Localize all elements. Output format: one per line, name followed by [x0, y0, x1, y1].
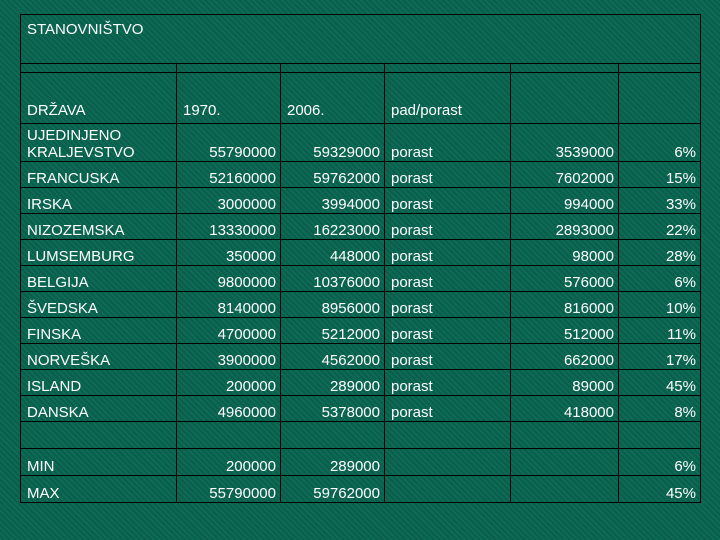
pct-cell: 10%	[618, 291, 701, 318]
trend-cell: porast	[384, 317, 511, 344]
trend-cell: porast	[384, 395, 511, 422]
country-cell: LUMSEMBURG	[20, 239, 177, 266]
table-row: UJEDINJENO KRALJEVSTVO 55790000 59329000…	[20, 123, 701, 162]
pop-1970-cell: 3900000	[176, 343, 281, 370]
diff-cell: 512000	[510, 317, 619, 344]
table-row: DANSKA 4960000 5378000 porast 418000 8%	[20, 395, 701, 422]
pop-2006-cell: 5378000	[280, 395, 385, 422]
pct-cell: 33%	[618, 187, 701, 214]
pop-1970-cell: 52160000	[176, 161, 281, 188]
trend-cell: porast	[384, 213, 511, 240]
header-country: DRŽAVA	[20, 72, 177, 124]
title-row: STANOVNIŠTVO	[20, 14, 701, 64]
diff-cell: 3539000	[510, 123, 619, 162]
pop-1970-cell: 55790000	[176, 123, 281, 162]
diff-cell: 418000	[510, 395, 619, 422]
spacer-row	[20, 421, 701, 449]
pop-1970-cell: 200000	[176, 369, 281, 396]
pop-1970-cell: 9800000	[176, 265, 281, 292]
country-cell: DANSKA	[20, 395, 177, 422]
table-row: NIZOZEMSKA 13330000 16223000 porast 2893…	[20, 213, 701, 240]
population-table: STANOVNIŠTVO DRŽAVA 1970. 2006. pad/pora…	[20, 14, 701, 503]
country-cell: NIZOZEMSKA	[20, 213, 177, 240]
table-row: BELGIJA 9800000 10376000 porast 576000 6…	[20, 265, 701, 292]
header-1970: 1970.	[176, 72, 281, 124]
country-cell: ŠVEDSKA	[20, 291, 177, 318]
diff-cell: 816000	[510, 291, 619, 318]
table-row: ŠVEDSKA 8140000 8956000 porast 816000 10…	[20, 291, 701, 318]
trend-cell: porast	[384, 265, 511, 292]
pop-2006-cell: 10376000	[280, 265, 385, 292]
pop-2006-cell: 5212000	[280, 317, 385, 344]
pop-2006-cell: 59329000	[280, 123, 385, 162]
table-row: IRSKA 3000000 3994000 porast 994000 33%	[20, 187, 701, 214]
country-cell: UJEDINJENO KRALJEVSTVO	[20, 123, 177, 162]
pct-cell: 6%	[618, 265, 701, 292]
pop-1970-cell: 8140000	[176, 291, 281, 318]
pct-cell: 11%	[618, 317, 701, 344]
country-cell: IRSKA	[20, 187, 177, 214]
pop-1970-cell: 350000	[176, 239, 281, 266]
pop-2006-cell: 289000	[280, 369, 385, 396]
diff-cell: 576000	[510, 265, 619, 292]
pct-cell: 8%	[618, 395, 701, 422]
max-2006-cell: 59762000	[280, 475, 385, 503]
spacer-row	[20, 63, 701, 73]
table-row: LUMSEMBURG 350000 448000 porast 98000 28…	[20, 239, 701, 266]
diff-cell: 98000	[510, 239, 619, 266]
country-cell: ISLAND	[20, 369, 177, 396]
country-cell: FRANCUSKA	[20, 161, 177, 188]
trend-cell: porast	[384, 343, 511, 370]
trend-cell: porast	[384, 369, 511, 396]
diff-cell: 994000	[510, 187, 619, 214]
pct-cell: 15%	[618, 161, 701, 188]
pop-1970-cell: 13330000	[176, 213, 281, 240]
pop-2006-cell: 3994000	[280, 187, 385, 214]
min-pct-cell: 6%	[618, 448, 701, 476]
header-change: pad/porast	[384, 72, 511, 124]
pop-1970-cell: 3000000	[176, 187, 281, 214]
trend-cell: porast	[384, 161, 511, 188]
pop-1970-cell: 4700000	[176, 317, 281, 344]
pop-2006-cell: 16223000	[280, 213, 385, 240]
pct-cell: 28%	[618, 239, 701, 266]
max-row: MAX 55790000 59762000 45%	[20, 475, 701, 503]
trend-cell: porast	[384, 291, 511, 318]
min-2006-cell: 289000	[280, 448, 385, 476]
country-cell: FINSKA	[20, 317, 177, 344]
header-2006: 2006.	[280, 72, 385, 124]
pct-cell: 22%	[618, 213, 701, 240]
diff-cell: 89000	[510, 369, 619, 396]
pop-2006-cell: 448000	[280, 239, 385, 266]
min-row: MIN 200000 289000 6%	[20, 448, 701, 476]
pct-cell: 6%	[618, 123, 701, 162]
pop-2006-cell: 8956000	[280, 291, 385, 318]
pct-cell: 17%	[618, 343, 701, 370]
pop-2006-cell: 4562000	[280, 343, 385, 370]
country-cell: NORVEŠKA	[20, 343, 177, 370]
header-row: DRŽAVA 1970. 2006. pad/porast	[20, 72, 701, 124]
diff-cell: 7602000	[510, 161, 619, 188]
max-label: MAX	[20, 475, 177, 503]
pct-cell: 45%	[618, 369, 701, 396]
table-row: FRANCUSKA 52160000 59762000 porast 76020…	[20, 161, 701, 188]
pop-1970-cell: 4960000	[176, 395, 281, 422]
diff-cell: 662000	[510, 343, 619, 370]
table-title: STANOVNIŠTVO	[20, 14, 701, 64]
trend-cell: porast	[384, 239, 511, 266]
min-label: MIN	[20, 448, 177, 476]
trend-cell: porast	[384, 187, 511, 214]
table-row: FINSKA 4700000 5212000 porast 512000 11%	[20, 317, 701, 344]
pop-2006-cell: 59762000	[280, 161, 385, 188]
diff-cell: 2893000	[510, 213, 619, 240]
table-row: ISLAND 200000 289000 porast 89000 45%	[20, 369, 701, 396]
max-1970-cell: 55790000	[176, 475, 281, 503]
table-row: NORVEŠKA 3900000 4562000 porast 662000 1…	[20, 343, 701, 370]
min-1970-cell: 200000	[176, 448, 281, 476]
trend-cell: porast	[384, 123, 511, 162]
max-pct-cell: 45%	[618, 475, 701, 503]
country-cell: BELGIJA	[20, 265, 177, 292]
